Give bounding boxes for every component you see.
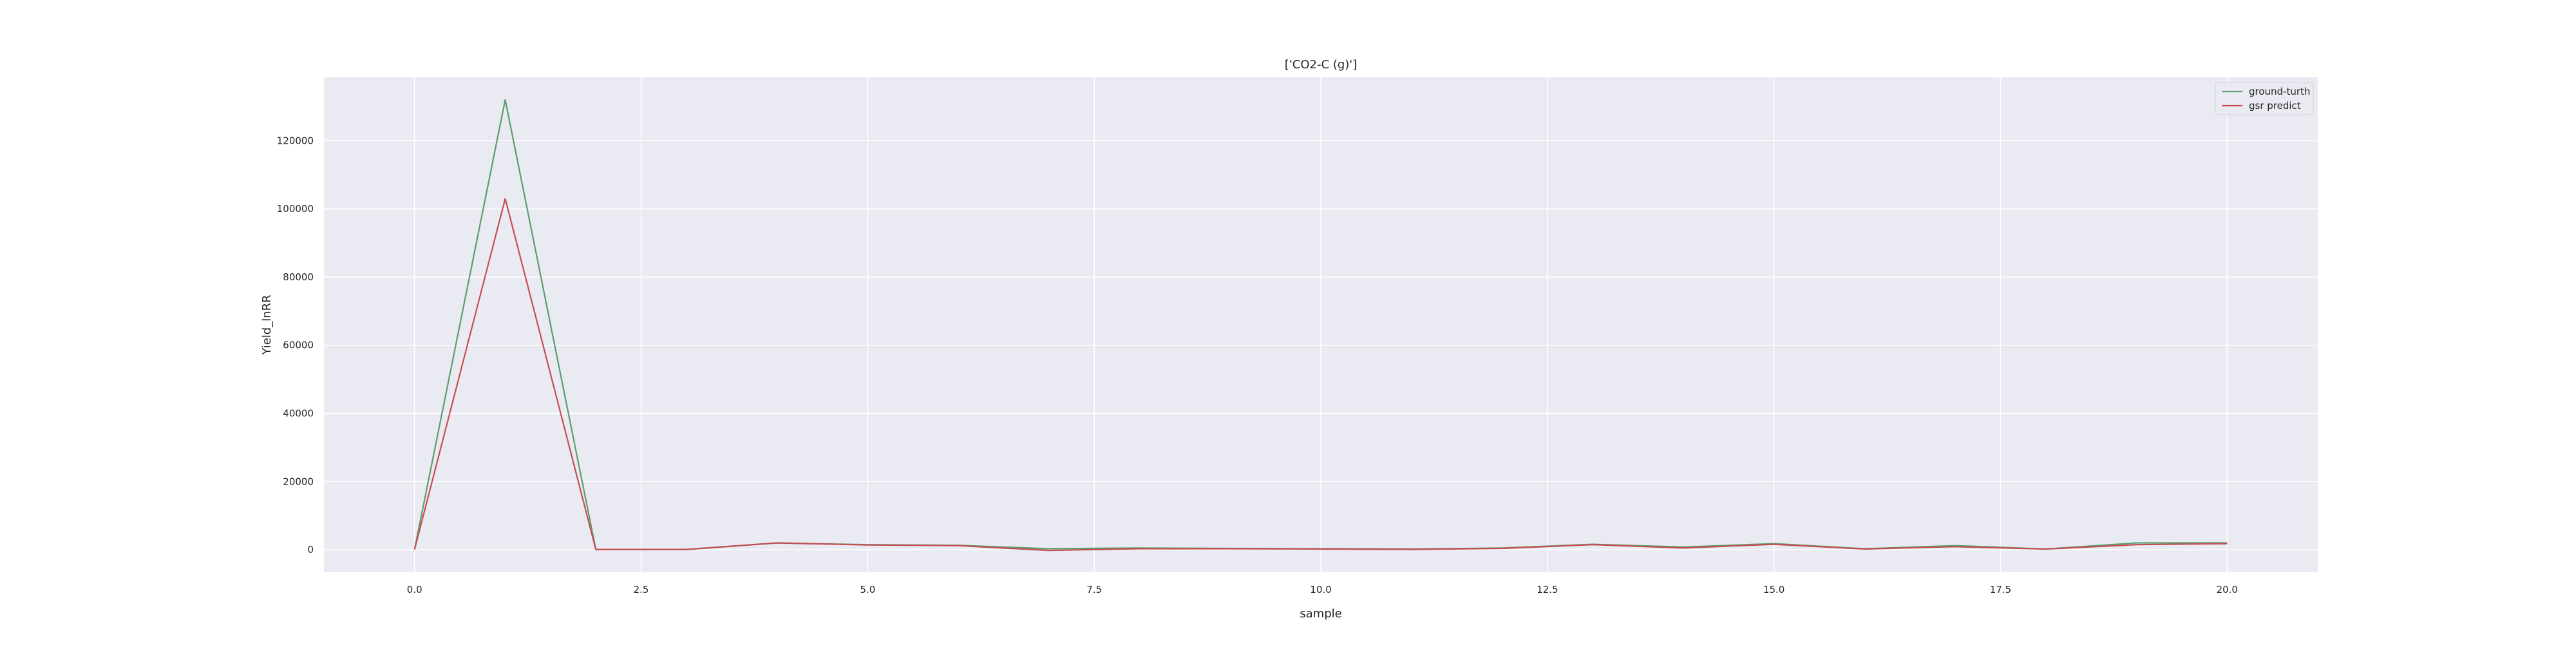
y-axis-label: Yield_lnRR (260, 295, 274, 355)
x-tick-label: 2.5 (634, 584, 649, 595)
legend: ground-turth gsr predict (2215, 82, 2314, 115)
chart-title: ['CO2-C (g)'] (1285, 58, 1357, 72)
y-tick-label: 40000 (283, 408, 314, 420)
x-axis-label: sample (1300, 607, 1341, 621)
x-tick-label: 7.5 (1086, 584, 1102, 595)
x-tick-label: 15.0 (1763, 584, 1785, 595)
x-tick-label: 12.5 (1537, 584, 1558, 595)
axis-ticks: 0.0 2.5 5.0 7.5 10.0 12.5 15.0 17.5 20.0 0 20000 40… (277, 135, 2238, 595)
legend-box (2215, 82, 2314, 115)
legend-label: gsr predict (2249, 100, 2301, 111)
y-tick-label: 60000 (283, 340, 314, 351)
x-tick-label: 17.5 (1990, 584, 2011, 595)
series-line-gsr-predict (413, 198, 2228, 552)
y-tick-label: 80000 (283, 271, 314, 283)
x-tick-label: 0.0 (407, 584, 422, 595)
legend-label: ground-turth (2249, 86, 2310, 97)
x-tick-label: 20.0 (2217, 584, 2238, 595)
y-tick-label: 100000 (277, 203, 314, 215)
y-tick-label: 20000 (283, 476, 314, 487)
y-tick-label: 120000 (277, 135, 314, 146)
series-lines (413, 99, 2228, 552)
x-tick-label: 5.0 (860, 584, 875, 595)
y-tick-label: 0 (307, 544, 314, 555)
x-tick-label: 10.0 (1310, 584, 1331, 595)
